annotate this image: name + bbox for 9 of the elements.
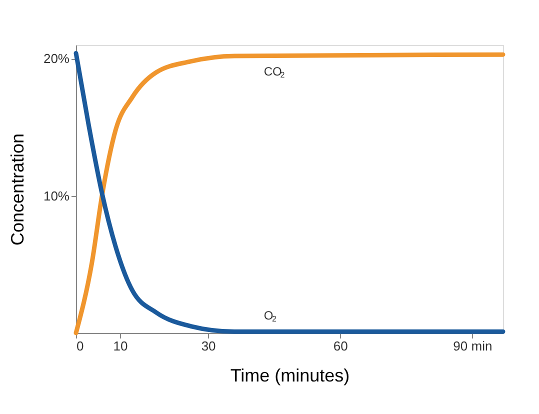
x-tick-label: 60 — [333, 338, 348, 354]
y-tick-label: 10% — [43, 188, 70, 204]
x-tick-label: 30 — [201, 338, 216, 354]
x-tick-label: 0 — [76, 338, 84, 354]
y-tick-label: 20% — [43, 51, 70, 66]
y-axis-title: Concentration — [7, 133, 28, 246]
x-tick-label: 90 min — [453, 338, 492, 354]
x-axis-title: Time (minutes) — [230, 366, 350, 386]
x-tick-label: 10 — [113, 338, 128, 354]
